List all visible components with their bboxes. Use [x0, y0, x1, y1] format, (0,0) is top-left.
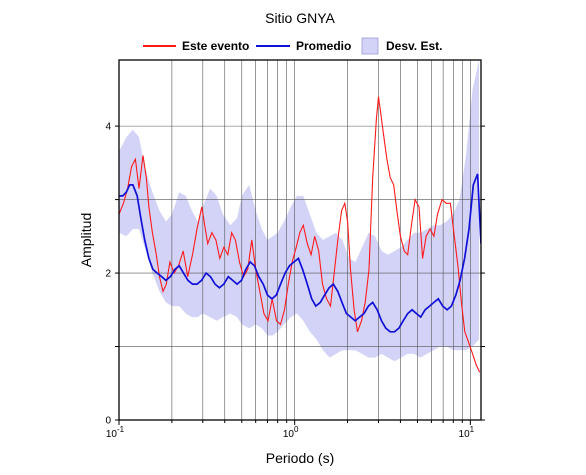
- series-band-desv-est: [119, 60, 479, 362]
- series-line-promedio: [119, 173, 481, 333]
- x-tick-label: 101: [459, 425, 475, 440]
- grid: [118, 60, 481, 420]
- y-tick-label: 4: [105, 122, 111, 133]
- chart-title: Sitio GNYA: [265, 10, 335, 26]
- legend-swatch-band: [361, 37, 379, 55]
- legend-label-event: Este evento: [182, 39, 249, 53]
- x-axis-label: Periodo (s): [266, 450, 334, 466]
- legend-label-band: Desv. Est.: [386, 39, 442, 53]
- y-tick-label: 0: [105, 416, 111, 427]
- y-axis-label: Amplitud: [78, 213, 94, 267]
- plot-frame: [118, 59, 482, 421]
- y-tick-labels: 0 2 4: [105, 122, 485, 427]
- legend: Este evento Promedio Desv. Est.: [143, 37, 442, 55]
- plot-area: [118, 59, 482, 421]
- x-tick-labels: 10-1 100 101: [106, 420, 475, 440]
- legend-label-mean: Promedio: [296, 39, 351, 53]
- y-tick-label: 2: [105, 269, 111, 280]
- x-tick-label: 100: [283, 425, 299, 440]
- x-tick-label: 10-1: [106, 425, 125, 440]
